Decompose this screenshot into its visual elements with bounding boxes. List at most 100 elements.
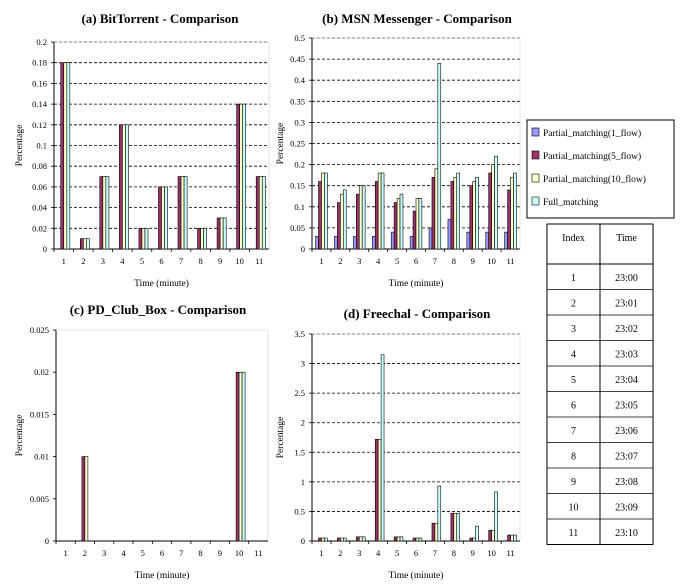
table-cell: 10 [569,502,579,513]
bar-partial-matching-1-flow--11 [504,231,508,250]
table-cell: 23:04 [615,375,638,386]
bar-partial-matching-10-flow--3 [358,185,363,250]
x-tick-label: 10 [235,256,244,266]
bar-partial-matching-10-flow--10 [491,164,495,250]
y-tick-label: 0.025 [30,325,49,335]
table-cell: 23:01 [615,298,638,309]
bar-partial-matching-5-flow--6 [412,537,417,542]
x-tick-label: 1 [62,256,66,266]
x-tick-label: 5 [395,256,399,266]
y-tick-label: 0.35 [290,96,305,106]
bar-partial-matching-5-flow--10 [488,172,492,250]
y-tick-label: 0.18 [32,58,47,68]
y-tick-label: 0.16 [32,78,47,88]
bar-partial-matching-10-flow--9 [472,181,476,250]
time-table: Index Time 1 23:00 2 23:01 3 23:02 4 23:03 5 23:04 6… [546,223,654,545]
bar-partial-matching-5-flow--8 [450,181,455,250]
legend-swatch [531,150,540,160]
bar-full-matching-3 [105,176,110,250]
bar-partial-matching-5-flow--10 [488,530,492,542]
table-header-cell: Index [562,233,585,244]
y-tick-label: 0.04 [32,203,48,213]
bar-partial-matching-5-flow--11 [507,534,511,542]
bar-partial-matching-5-flow--7 [431,176,436,250]
bar-full-matching-5 [399,536,404,542]
legend-swatch [531,127,540,137]
y-tick-label: 0.5 [294,506,305,516]
bar-full-matching-3 [361,536,366,542]
bar-full-matching-11 [261,176,266,250]
x-tick-label: 10 [487,256,496,266]
y-axis-label: Percentage [276,417,286,459]
y-tick-label: 0.015 [30,409,49,419]
bar-full-matching-8 [456,172,460,250]
bar-partial-matching-5-flow--5 [393,536,398,542]
y-tick-label: 0.05 [290,223,305,233]
bar-partial-matching-5-flow--1 [60,62,65,250]
x-tick-label: 6 [414,256,418,266]
bar-full-matching-8 [456,512,460,542]
bar-partial-matching-10-flow--8 [453,176,458,250]
table-cell: 4 [571,349,576,360]
bar-partial-matching-5-flow--11 [255,176,260,250]
y-axis-label: Percentage [276,123,286,165]
y-tick-label: 2 [301,418,305,428]
x-tick-label: 2 [338,548,342,558]
table-cell: 7 [571,426,576,437]
x-tick-label: 3 [357,548,361,558]
table-cell: 23:10 [615,528,638,539]
bar-partial-matching-5-flow--5 [393,202,398,250]
bar-partial-matching-5-flow--10 [236,103,240,250]
x-tick-label: 5 [395,548,399,558]
table-cell: 2 [571,298,576,309]
bar-partial-matching-5-flow--11 [507,189,511,250]
legend-item-label: Partial_matching(10_flow) [543,174,646,185]
bar-partial-matching-10-flow--1 [321,172,325,250]
bar-partial-matching-10-flow--2 [84,456,89,542]
x-tick-label: 5 [141,548,145,558]
bar-partial-matching-5-flow--3 [356,536,360,542]
x-tick-label: 2 [338,256,342,266]
x-tick-label: 1 [319,548,323,558]
bar-partial-matching-1-flow--3 [353,236,357,250]
x-axis-label: Time (minute) [134,278,189,289]
x-tick-label: 3 [357,256,361,266]
bar-partial-matching-1-flow--2 [334,236,338,250]
bar-partial-matching-5-flow--4 [374,181,379,250]
bar-full-matching-8 [203,228,207,250]
legend-box [526,119,675,219]
bar-full-matching-10 [241,371,246,542]
x-tick-label: 10 [235,548,244,558]
bar-full-matching-7 [437,63,442,250]
bar-full-matching-2 [342,537,347,542]
bar-full-matching-9 [475,525,479,542]
bar-full-matching-4 [380,172,385,250]
y-axis-label: Percentage [15,415,25,457]
x-tick-label: 2 [81,256,85,266]
table-cell: 1 [571,273,576,284]
bar-partial-matching-10-flow--2 [83,238,87,250]
x-tick-label: 1 [64,548,68,558]
bar-full-matching-2 [86,238,90,250]
y-tick-label: 0.45 [290,54,305,64]
chart-title: (a) BitTorrent - Comparison [81,11,239,26]
x-tick-label: 3 [101,256,105,266]
bar-partial-matching-10-flow--6 [161,186,165,250]
bar-full-matching-10 [242,103,247,250]
x-tick-label: 6 [160,548,164,558]
bar-partial-matching-10-flow--7 [434,522,439,542]
table-cell: 3 [571,324,576,335]
chart-panel-2: (b) MSN Messenger - Comparison 0 0.05 0.1 0.… [276,11,521,289]
table-cell: 11 [569,528,579,539]
y-tick-label: 0 [301,244,305,254]
x-tick-label: 7 [179,256,183,266]
bar-partial-matching-10-flow--5 [396,536,401,542]
bar-partial-matching-1-flow--6 [409,236,414,250]
y-tick-label: 0.25 [290,139,305,149]
chart-title: (b) MSN Messenger - Comparison [322,11,512,26]
bar-partial-matching-10-flow--4 [377,172,382,250]
bar-partial-matching-1-flow--5 [390,231,395,250]
y-tick-label: 0.02 [32,223,47,233]
x-tick-label: 2 [83,548,87,558]
